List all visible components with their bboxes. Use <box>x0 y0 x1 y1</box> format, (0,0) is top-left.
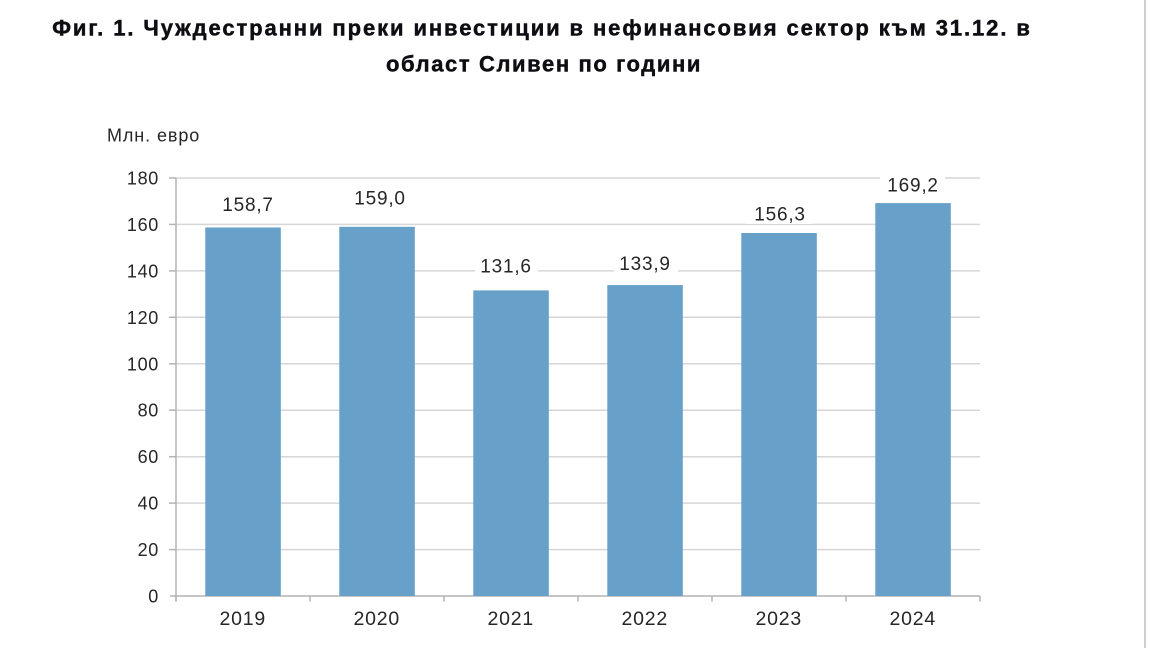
svg-text:100: 100 <box>127 354 159 374</box>
svg-text:Фиг. 1. Чуждестранни преки инв: Фиг. 1. Чуждестранни преки инвестиции в … <box>52 15 1032 40</box>
svg-text:133,9: 133,9 <box>619 254 671 275</box>
svg-text:Млн. евро: Млн. евро <box>107 126 200 146</box>
svg-text:156,3: 156,3 <box>754 205 806 226</box>
svg-text:20: 20 <box>138 540 159 560</box>
svg-text:180: 180 <box>127 169 159 189</box>
svg-text:160: 160 <box>127 215 159 235</box>
svg-text:2021: 2021 <box>488 608 535 630</box>
svg-text:60: 60 <box>138 447 159 467</box>
svg-text:169,2: 169,2 <box>887 175 939 196</box>
svg-text:2020: 2020 <box>354 608 401 630</box>
svg-text:140: 140 <box>127 261 159 281</box>
svg-text:2024: 2024 <box>890 608 937 630</box>
svg-text:област Сливен по години: област Сливен по години <box>386 52 702 77</box>
svg-text:80: 80 <box>138 401 159 421</box>
svg-text:159,0: 159,0 <box>354 189 406 210</box>
svg-text:2022: 2022 <box>622 608 669 630</box>
svg-text:2019: 2019 <box>220 608 267 630</box>
svg-text:131,6: 131,6 <box>480 257 532 278</box>
svg-text:0: 0 <box>148 587 159 607</box>
svg-text:158,7: 158,7 <box>222 195 274 216</box>
svg-text:120: 120 <box>127 308 159 328</box>
svg-text:2023: 2023 <box>756 608 803 630</box>
svg-text:40: 40 <box>138 494 159 514</box>
